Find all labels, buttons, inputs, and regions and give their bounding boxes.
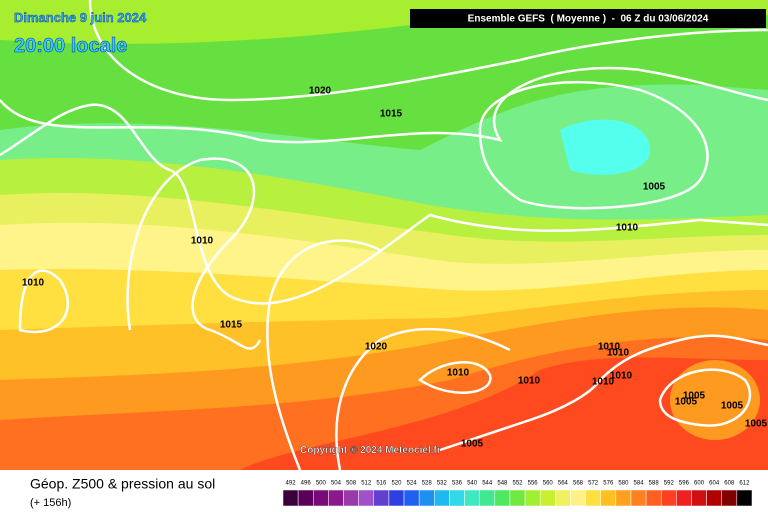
scale-label: 496 bbox=[301, 481, 312, 487]
isobar-label: 1005 bbox=[745, 419, 768, 430]
footer-title: Géop. Z500 & pression au sol bbox=[30, 476, 215, 492]
scale-swatch bbox=[660, 489, 677, 507]
date: Dimanche 9 juin 2024 bbox=[14, 10, 147, 25]
scale-swatch bbox=[403, 489, 420, 507]
scale-label: 584 bbox=[634, 481, 645, 487]
scale-label: 556 bbox=[528, 481, 539, 487]
scale-swatch bbox=[555, 489, 571, 507]
scale-label: 604 bbox=[709, 481, 720, 487]
copyright: Copyright © 2024 Meteociel.fr bbox=[300, 445, 441, 456]
scale-label: 544 bbox=[482, 481, 493, 487]
color-scale: 492 496 500 504 508 512 516 520 524 528 532 536 540 5… bbox=[282, 481, 753, 507]
isobar-label: 1015 bbox=[380, 109, 403, 120]
scale-label: 500 bbox=[316, 481, 327, 487]
scale-label: 520 bbox=[391, 481, 402, 487]
isobar-labels: 1020101510101010101510201010101010051010… bbox=[22, 86, 768, 450]
scale-swatch bbox=[706, 489, 722, 507]
scale-label: 600 bbox=[694, 481, 705, 487]
scale-label: 568 bbox=[573, 481, 584, 487]
lead-time: (+ 156h) bbox=[30, 497, 71, 509]
scale-swatch bbox=[721, 489, 738, 507]
scale-swatch bbox=[539, 489, 556, 507]
scale-swatch bbox=[434, 489, 450, 507]
scale-label: 540 bbox=[467, 481, 478, 487]
isobar-label: 1010 bbox=[191, 236, 214, 247]
scale-swatch bbox=[494, 489, 511, 507]
scale-label: 492 bbox=[286, 481, 297, 487]
scale-label: 552 bbox=[512, 481, 523, 487]
isobar-label: 1010 bbox=[22, 278, 45, 289]
scale-swatch bbox=[418, 489, 435, 507]
run-box bbox=[410, 9, 766, 28]
scale-label: 608 bbox=[724, 481, 735, 487]
scale-label: 564 bbox=[558, 481, 569, 487]
scale-label: 532 bbox=[437, 481, 448, 487]
scale-swatch bbox=[615, 489, 632, 507]
scale-swatch bbox=[570, 489, 586, 507]
isobars bbox=[0, 0, 768, 471]
scale-swatch bbox=[479, 489, 496, 507]
scale-swatch bbox=[630, 489, 647, 507]
scale-label: 560 bbox=[543, 481, 554, 487]
scale-label: 516 bbox=[376, 481, 387, 487]
isobar-label: 1005 bbox=[461, 439, 484, 450]
isobar-label: 1005 bbox=[721, 401, 744, 412]
scale-label: 524 bbox=[407, 481, 418, 487]
scale-swatch bbox=[358, 489, 375, 507]
scale-swatch bbox=[691, 489, 707, 507]
isobar-label: 1010 bbox=[616, 223, 639, 234]
scale-swatch bbox=[585, 489, 601, 507]
scale-label: 536 bbox=[452, 481, 463, 487]
isobar-label: 1005 bbox=[643, 182, 666, 193]
isobar-label: 1010 bbox=[447, 368, 470, 379]
scale-swatch bbox=[388, 489, 405, 507]
isobar-label: 1020 bbox=[309, 86, 332, 97]
scale-swatch bbox=[524, 489, 541, 507]
field bbox=[0, 0, 768, 470]
local-time: 20:00 locale bbox=[14, 35, 127, 57]
scale-swatch bbox=[676, 489, 692, 507]
run-info: Ensemble GEFS ( Moyenne ) - 06 Z du 03/0… bbox=[468, 14, 709, 25]
scale-label: 572 bbox=[588, 481, 599, 487]
scale-swatch bbox=[343, 489, 359, 507]
scale-swatch bbox=[297, 489, 314, 507]
isobar-label: 1005 bbox=[675, 397, 698, 408]
scale-swatch bbox=[509, 489, 526, 507]
scale-swatch bbox=[600, 489, 617, 507]
scale-label: 576 bbox=[603, 481, 614, 487]
isobar-label: 1010 bbox=[610, 371, 633, 382]
scale-label: 580 bbox=[618, 481, 629, 487]
isobar-label: 1005 bbox=[683, 391, 706, 402]
scale-label: 528 bbox=[422, 481, 433, 487]
isobar-label: 1010 bbox=[592, 377, 615, 388]
scale-swatch bbox=[373, 489, 390, 507]
scale-label: 504 bbox=[331, 481, 342, 487]
isobar-label: 1010 bbox=[598, 342, 621, 353]
scale-swatch bbox=[449, 489, 465, 507]
scale-swatch bbox=[464, 489, 480, 507]
scale-label: 548 bbox=[497, 481, 508, 487]
scale-label: 508 bbox=[346, 481, 357, 487]
scale-label: 588 bbox=[649, 481, 660, 487]
scale-swatch bbox=[645, 489, 662, 507]
isobar-label: 1015 bbox=[220, 320, 243, 331]
scale-label: 592 bbox=[664, 481, 675, 487]
scale-swatch bbox=[328, 489, 344, 507]
scale-label: 596 bbox=[679, 481, 690, 487]
scale-label: 612 bbox=[739, 481, 750, 487]
isobar-label: 1010 bbox=[518, 376, 541, 387]
scale-swatch bbox=[313, 489, 329, 507]
scale-swatch bbox=[282, 489, 299, 507]
scale-swatch bbox=[736, 489, 753, 507]
scale-label: 512 bbox=[361, 481, 372, 487]
isobar-label: 1020 bbox=[365, 342, 388, 353]
isobar-label: 1010 bbox=[607, 348, 630, 359]
